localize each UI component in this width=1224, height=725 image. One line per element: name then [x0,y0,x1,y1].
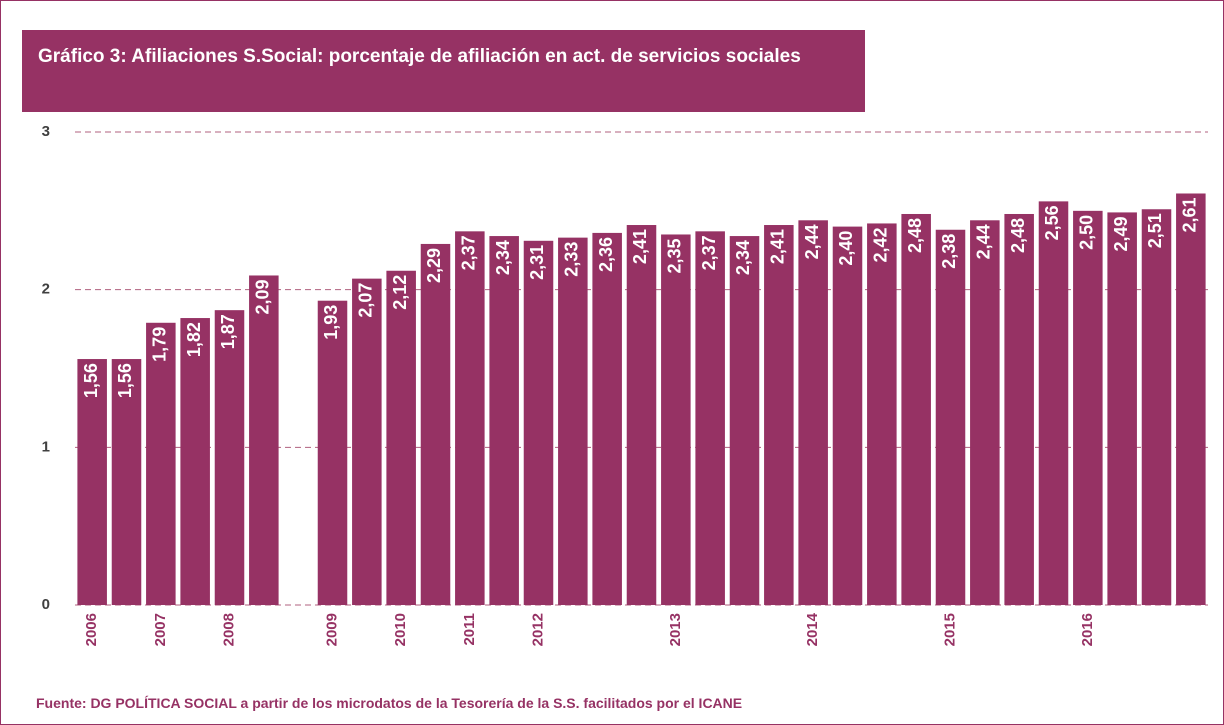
value-label: 2,31 [527,245,547,280]
value-label: 2,33 [562,242,582,277]
bar [1141,209,1172,606]
bar [695,231,725,605]
bar [77,359,107,605]
bar [935,229,966,605]
bar [558,237,588,606]
value-label: 2,41 [630,229,650,264]
bar [146,322,176,605]
x-tick-label: 2012 [529,613,546,646]
x-tick-label: 2015 [941,613,958,646]
value-label: 1,56 [81,363,101,398]
value-label: 2,37 [459,235,479,270]
bar [1073,210,1103,606]
value-label: 2,48 [1008,218,1028,253]
value-label: 2,29 [424,248,444,283]
value-label: 2,51 [1145,213,1165,248]
value-label: 2,48 [905,218,925,253]
x-tick-label: 2011 [461,613,478,646]
x-tick-label: 2007 [152,613,169,646]
y-tick-label: 1 [42,438,50,455]
bar [661,234,691,605]
value-label: 2,34 [493,240,513,275]
value-label: 2,41 [768,229,788,264]
bar [489,236,519,605]
source-note: Fuente: DG POLÍTICA SOCIAL a partir de l… [36,695,743,711]
y-tick-label: 3 [42,123,50,140]
value-label: 2,42 [871,227,891,262]
bar [214,310,245,605]
bar [592,232,622,605]
value-label: 2,34 [733,240,753,275]
value-label: 2,40 [836,231,856,266]
bar [1038,201,1069,605]
x-tick-label: 2008 [220,613,237,646]
bar [111,359,142,605]
value-label: 2,49 [1111,216,1131,251]
value-label: 1,79 [150,327,170,362]
value-label: 2,07 [356,283,376,318]
bar [420,243,451,605]
value-label: 1,93 [321,305,341,340]
value-label: 2,44 [802,224,822,259]
value-label: 1,82 [184,322,204,357]
y-tick-label: 2 [42,281,50,298]
chart-title: Gráfico 3: Afiliaciones S.Social: porcen… [22,30,865,112]
x-tick-label: 2010 [392,613,409,646]
bar [523,240,554,606]
value-label: 2,56 [1042,205,1062,240]
value-label: 2,50 [1077,215,1097,250]
bar [867,223,897,606]
bar [352,278,382,605]
value-label: 2,44 [974,224,994,259]
value-label: 2,09 [253,279,273,314]
bar [1176,193,1206,606]
x-tick-label: 2006 [83,613,100,646]
bar [386,270,416,605]
bar [626,225,657,606]
bar [901,213,931,605]
value-label: 2,35 [665,238,685,273]
bar [1004,213,1034,605]
x-tick-label: 2016 [1079,613,1096,646]
value-label: 1,56 [115,363,135,398]
bar [729,236,760,605]
bar [249,275,279,605]
y-tick-label: 0 [42,596,50,613]
bar [455,231,485,605]
bar [832,226,863,605]
bar [317,300,348,605]
bar [970,220,1000,605]
value-label: 2,38 [939,234,959,269]
x-tick-label: 2014 [804,612,821,646]
bar [180,318,210,605]
bar [798,220,828,605]
value-label: 1,87 [218,314,238,349]
value-label: 2,12 [390,275,410,310]
x-tick-label: 2013 [667,613,684,646]
bar [1107,212,1137,605]
value-label: 2,61 [1180,197,1200,232]
x-tick-label: 2009 [323,613,340,646]
value-label: 2,36 [596,237,616,272]
value-label: 2,37 [699,235,719,270]
bar [764,225,794,606]
